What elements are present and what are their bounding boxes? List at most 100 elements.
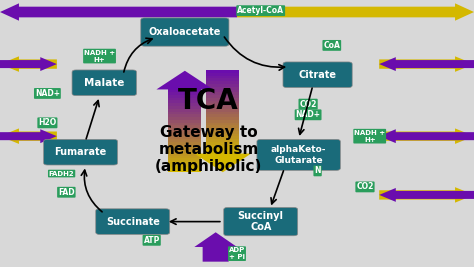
Bar xyxy=(168,155,201,158)
Bar xyxy=(206,128,239,131)
Bar xyxy=(168,130,201,134)
Bar xyxy=(206,125,239,129)
Bar xyxy=(168,100,201,103)
Text: Citrate: Citrate xyxy=(299,70,337,80)
Bar xyxy=(168,97,201,100)
Text: NADH +
H+: NADH + H+ xyxy=(354,130,385,143)
Text: N: N xyxy=(314,166,321,175)
Text: Malate: Malate xyxy=(84,78,125,88)
FancyArrow shape xyxy=(237,3,474,21)
Bar xyxy=(168,133,201,136)
Bar xyxy=(168,163,201,167)
Bar xyxy=(206,84,239,87)
Bar xyxy=(206,98,239,101)
Bar xyxy=(168,103,201,106)
Bar xyxy=(168,122,201,125)
Bar xyxy=(168,105,201,109)
Text: CO2: CO2 xyxy=(300,100,317,109)
Bar xyxy=(168,119,201,123)
Bar xyxy=(206,134,239,137)
Text: Gateway to
metabolism
(amphibolic): Gateway to metabolism (amphibolic) xyxy=(155,125,262,174)
Bar xyxy=(206,147,239,151)
FancyArrow shape xyxy=(379,56,474,72)
Bar xyxy=(206,92,239,96)
FancyArrow shape xyxy=(379,187,474,203)
Bar xyxy=(168,114,201,117)
FancyArrow shape xyxy=(0,128,57,144)
Bar xyxy=(168,125,201,128)
Bar xyxy=(168,169,201,172)
Bar xyxy=(168,92,201,95)
Bar xyxy=(168,152,201,156)
Bar xyxy=(206,109,239,112)
Bar xyxy=(206,95,239,98)
Bar xyxy=(168,158,201,161)
Bar xyxy=(168,89,201,92)
Text: alphaKeto-
Glutarate: alphaKeto- Glutarate xyxy=(271,145,327,164)
Bar xyxy=(168,116,201,120)
Bar xyxy=(206,112,239,115)
Polygon shape xyxy=(156,71,213,89)
Text: Fumarate: Fumarate xyxy=(55,147,107,157)
Bar xyxy=(206,70,239,73)
Bar xyxy=(206,81,239,85)
Text: H2O: H2O xyxy=(38,118,56,127)
Bar xyxy=(206,117,239,120)
Text: ADP
+ Pi: ADP + Pi xyxy=(229,247,245,260)
Bar xyxy=(168,136,201,139)
FancyBboxPatch shape xyxy=(224,207,298,236)
FancyBboxPatch shape xyxy=(257,139,340,170)
Bar xyxy=(168,147,201,150)
Bar xyxy=(206,76,239,79)
FancyBboxPatch shape xyxy=(141,18,229,46)
Text: NADH +
H+: NADH + H+ xyxy=(84,50,115,62)
FancyBboxPatch shape xyxy=(96,209,170,234)
Bar xyxy=(206,73,239,76)
Text: TCA: TCA xyxy=(178,88,239,115)
FancyArrow shape xyxy=(0,3,237,21)
Bar xyxy=(206,120,239,123)
Text: FADH2: FADH2 xyxy=(49,171,74,176)
Bar xyxy=(168,150,201,153)
Bar xyxy=(168,95,201,98)
FancyBboxPatch shape xyxy=(283,62,352,88)
Bar xyxy=(206,123,239,126)
Bar xyxy=(168,141,201,145)
Text: CO2: CO2 xyxy=(356,182,374,191)
Bar xyxy=(206,106,239,109)
Bar xyxy=(206,103,239,107)
Text: NAD+: NAD+ xyxy=(296,110,320,119)
Text: FAD: FAD xyxy=(58,188,75,197)
FancyBboxPatch shape xyxy=(44,139,118,165)
Bar xyxy=(206,87,239,90)
Bar xyxy=(168,128,201,131)
FancyArrow shape xyxy=(0,57,57,71)
FancyArrow shape xyxy=(0,129,57,143)
Bar xyxy=(168,166,201,170)
Bar xyxy=(206,136,239,140)
Bar xyxy=(206,139,239,143)
FancyArrow shape xyxy=(379,129,474,143)
Text: Succinyl
CoA: Succinyl CoA xyxy=(237,211,284,232)
Text: Succinate: Succinate xyxy=(106,217,160,227)
FancyArrow shape xyxy=(379,57,474,71)
Text: Acetyl-CoA: Acetyl-CoA xyxy=(237,6,284,15)
Text: ATP: ATP xyxy=(144,236,160,245)
Polygon shape xyxy=(194,154,251,172)
Text: NAD+: NAD+ xyxy=(35,89,60,98)
Bar xyxy=(206,145,239,148)
Bar xyxy=(206,101,239,104)
FancyArrow shape xyxy=(194,232,237,262)
Bar xyxy=(206,142,239,145)
Bar xyxy=(206,131,239,134)
FancyArrow shape xyxy=(379,188,474,202)
Bar xyxy=(206,150,239,154)
Bar xyxy=(168,111,201,114)
FancyBboxPatch shape xyxy=(72,70,137,96)
FancyArrow shape xyxy=(379,128,474,144)
Bar xyxy=(168,161,201,164)
Bar xyxy=(168,144,201,147)
Bar xyxy=(168,139,201,142)
Bar xyxy=(206,114,239,118)
Bar xyxy=(168,108,201,112)
